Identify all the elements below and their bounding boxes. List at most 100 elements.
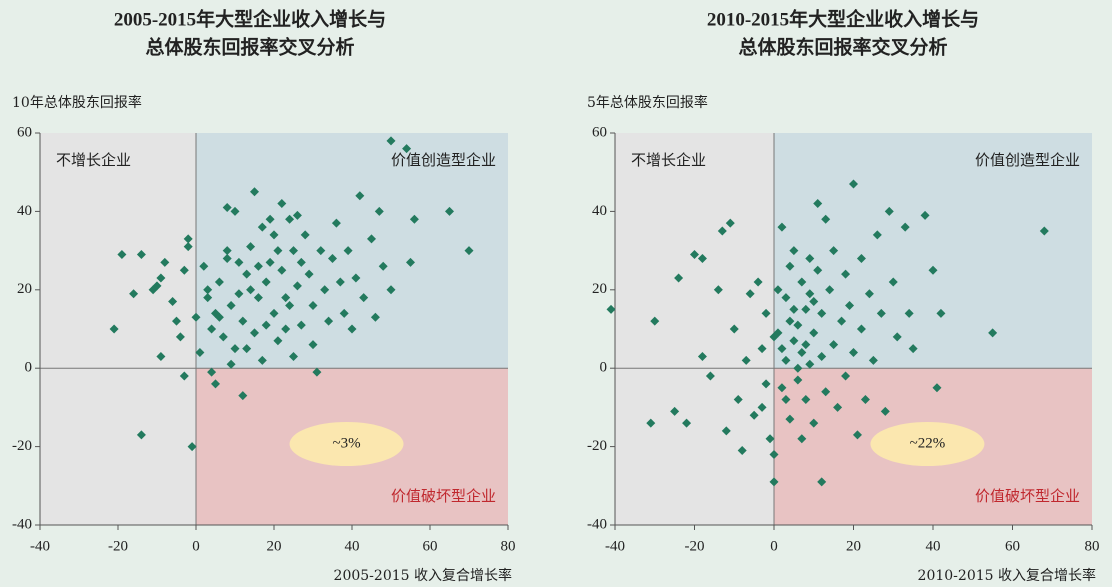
point xyxy=(222,246,232,256)
y-tick-label: 20 xyxy=(17,281,32,297)
chart-title: 总体股东回报率交叉分析 xyxy=(145,35,354,58)
point xyxy=(785,261,795,271)
quadrant-label: 价值破坏型企业 xyxy=(391,487,496,505)
point xyxy=(697,351,707,361)
point xyxy=(674,273,684,283)
point xyxy=(253,293,263,303)
point xyxy=(339,308,349,318)
point xyxy=(789,336,799,346)
point xyxy=(226,359,236,369)
point xyxy=(757,402,767,412)
point xyxy=(797,434,807,444)
point xyxy=(214,277,224,287)
point xyxy=(222,253,232,263)
quadrant-label: 价值创造型企业 xyxy=(391,151,496,169)
point xyxy=(705,371,715,381)
point xyxy=(813,199,823,209)
point xyxy=(837,316,847,326)
x-tick-label: -40 xyxy=(605,538,625,554)
point xyxy=(331,218,341,228)
point xyxy=(825,285,835,295)
point xyxy=(250,187,259,197)
point xyxy=(351,273,361,283)
point xyxy=(136,430,146,440)
point xyxy=(741,355,751,365)
point xyxy=(761,379,771,389)
point xyxy=(813,265,823,275)
point xyxy=(238,316,248,326)
point xyxy=(409,214,419,224)
point xyxy=(246,285,256,295)
point xyxy=(156,273,166,283)
quadrant-value-creating xyxy=(774,133,1092,369)
point xyxy=(849,348,858,358)
point xyxy=(242,269,252,279)
point xyxy=(273,246,283,256)
point xyxy=(725,218,735,228)
point xyxy=(285,300,295,310)
point xyxy=(880,406,890,416)
y-tick-label: -20 xyxy=(12,438,32,454)
point xyxy=(777,383,787,393)
point xyxy=(717,226,727,236)
point xyxy=(269,308,279,318)
point xyxy=(335,277,345,287)
quadrant-label: 价值破坏型企业 xyxy=(975,487,1080,505)
point xyxy=(203,285,213,295)
x-axis-title: 2005-2015 收入复合增长率 xyxy=(334,567,512,584)
point xyxy=(797,348,807,358)
point xyxy=(347,324,357,334)
point xyxy=(160,257,170,267)
point xyxy=(789,246,799,256)
point xyxy=(222,202,232,212)
point xyxy=(805,359,815,369)
point xyxy=(817,308,827,318)
point xyxy=(845,300,855,310)
point xyxy=(773,285,783,295)
point xyxy=(884,206,894,216)
x-tick-label: -20 xyxy=(108,538,128,554)
point xyxy=(733,395,743,405)
point xyxy=(769,332,779,342)
point xyxy=(606,304,616,314)
point xyxy=(207,367,217,377)
point xyxy=(781,293,791,303)
point xyxy=(809,328,819,338)
point xyxy=(793,375,803,385)
point xyxy=(183,234,193,244)
point xyxy=(817,351,827,361)
point xyxy=(129,289,139,299)
y-tick-label: -40 xyxy=(587,516,607,532)
point xyxy=(777,344,787,354)
point xyxy=(713,285,723,295)
point xyxy=(378,261,388,271)
point xyxy=(892,332,902,342)
point xyxy=(864,289,874,299)
point xyxy=(289,246,298,256)
point xyxy=(367,234,376,244)
y-axis-title: 5年总体股东回报率 xyxy=(587,94,708,111)
point xyxy=(860,395,870,405)
point xyxy=(296,320,306,330)
point xyxy=(273,336,283,346)
point xyxy=(370,312,380,322)
point xyxy=(308,340,318,350)
point xyxy=(386,285,396,295)
point xyxy=(682,418,692,428)
point xyxy=(852,430,862,440)
x-tick-label: 60 xyxy=(1005,538,1020,554)
point xyxy=(172,316,181,326)
point xyxy=(785,316,795,326)
point xyxy=(868,355,878,365)
point xyxy=(841,371,851,381)
point xyxy=(829,340,839,350)
point xyxy=(841,269,851,279)
point xyxy=(670,406,680,416)
point xyxy=(292,281,302,291)
point xyxy=(801,395,811,405)
point xyxy=(292,210,302,220)
callout-label: ~3% xyxy=(332,435,360,451)
point xyxy=(829,246,839,256)
point xyxy=(195,348,205,358)
point xyxy=(343,246,353,256)
